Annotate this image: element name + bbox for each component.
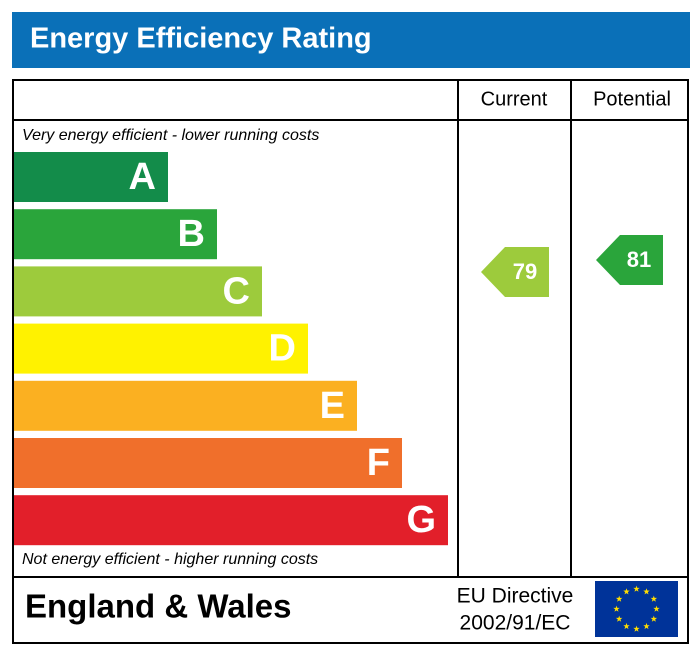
- star: [643, 622, 650, 630]
- directive: EU Directive: [457, 585, 574, 608]
- potential-arrow: [596, 235, 663, 285]
- band-letter: C: [223, 270, 250, 312]
- star: [653, 605, 660, 612]
- band-letter: D: [269, 328, 296, 370]
- region: England & Wales: [25, 588, 291, 625]
- title: Energy Efficiency Rating: [30, 23, 372, 55]
- star: [650, 615, 658, 622]
- band: [14, 438, 402, 488]
- column-header: Current: [481, 88, 548, 110]
- star: [633, 625, 640, 632]
- band: [14, 209, 217, 260]
- current-rating: 79: [513, 259, 537, 284]
- footer-frame: [12, 576, 689, 644]
- band-letter: E: [320, 385, 345, 427]
- star: [613, 605, 620, 612]
- band: [14, 152, 168, 202]
- band: [14, 495, 448, 546]
- band-letter: A: [129, 156, 156, 198]
- band: [14, 266, 262, 317]
- directive: 2002/91/EC: [460, 612, 571, 635]
- star: [623, 588, 630, 595]
- band-letter: B: [178, 213, 205, 255]
- eu-stars: [613, 585, 660, 632]
- band-letter: F: [367, 442, 390, 484]
- star: [643, 588, 650, 595]
- star: [615, 615, 623, 622]
- top-note: Very energy efficient - lower running co…: [22, 127, 319, 144]
- band: [14, 380, 357, 431]
- star: [615, 595, 623, 602]
- star: [633, 585, 640, 592]
- band-letter: G: [406, 499, 436, 541]
- potential-rating: 81: [627, 247, 651, 272]
- band: [14, 323, 308, 374]
- column-header: Potential: [593, 88, 671, 110]
- star: [650, 595, 658, 602]
- bottom-note: Not energy efficient - higher running co…: [22, 551, 318, 568]
- current-arrow: [481, 247, 549, 297]
- title-bar: [12, 12, 690, 68]
- star: [623, 622, 630, 630]
